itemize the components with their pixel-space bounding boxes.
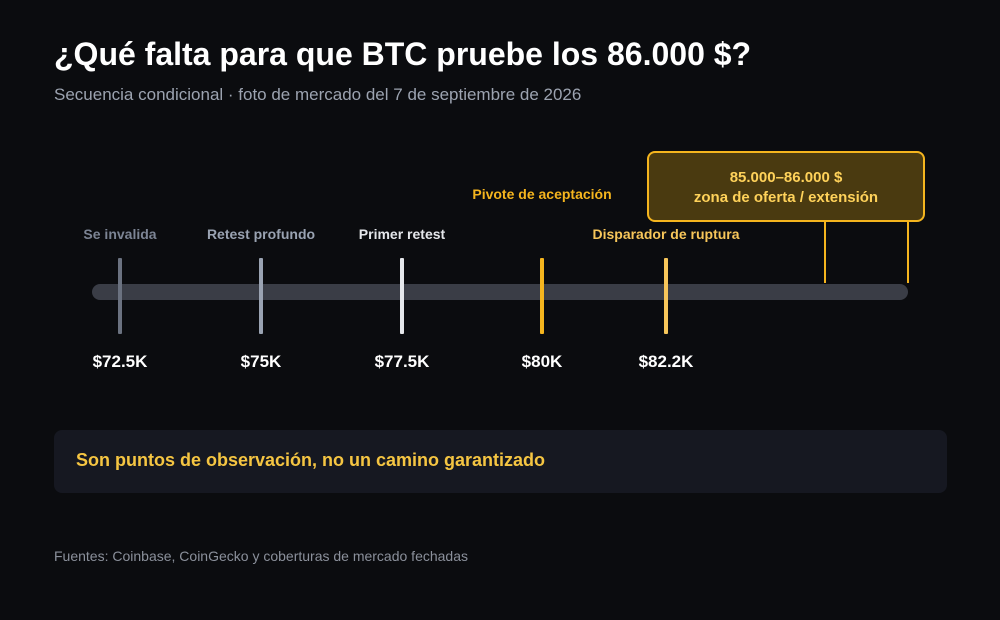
level-tick-deep-retest xyxy=(259,258,263,334)
level-label-breakout-trigger: Disparador de ruptura xyxy=(592,226,740,242)
level-label-invalidation: Se invalida xyxy=(83,226,157,242)
level-price-invalidation: $72.5K xyxy=(92,352,148,371)
price-track xyxy=(92,284,908,300)
level-tick-acceptance-pivot xyxy=(540,258,544,334)
target-zone-box: 85.000–86.000 $ zona de oferta / extensi… xyxy=(647,151,925,222)
level-tick-breakout-trigger xyxy=(664,258,668,334)
target-zone-left-line xyxy=(824,222,826,283)
target-zone-right-line xyxy=(907,222,909,283)
level-tick-invalidation xyxy=(118,258,122,334)
page-title: ¿Qué falta para que BTC pruebe los 86.00… xyxy=(54,36,752,72)
target-zone-range: 85.000–86.000 $ xyxy=(729,169,843,186)
level-label-deep-retest: Retest profundo xyxy=(206,226,316,242)
sources-footnote: Fuentes: Coinbase, CoinGecko y cobertura… xyxy=(54,548,469,564)
target-zone-description: zona de oferta / extensión xyxy=(693,189,879,206)
level-price-deep-retest: $75K xyxy=(240,352,282,371)
level-price-acceptance-pivot: $80K xyxy=(521,352,563,371)
disclaimer-note: Son puntos de observación, no un camino … xyxy=(54,430,947,493)
level-tick-first-retest xyxy=(400,258,404,334)
level-label-acceptance-pivot: Pivote de aceptación xyxy=(472,186,612,202)
level-price-breakout-trigger: $82.2K xyxy=(638,352,694,371)
page-subtitle: Secuencia condicional · foto de mercado … xyxy=(54,85,582,104)
level-label-first-retest: Primer retest xyxy=(358,226,446,242)
level-price-first-retest: $77.5K xyxy=(374,352,430,371)
